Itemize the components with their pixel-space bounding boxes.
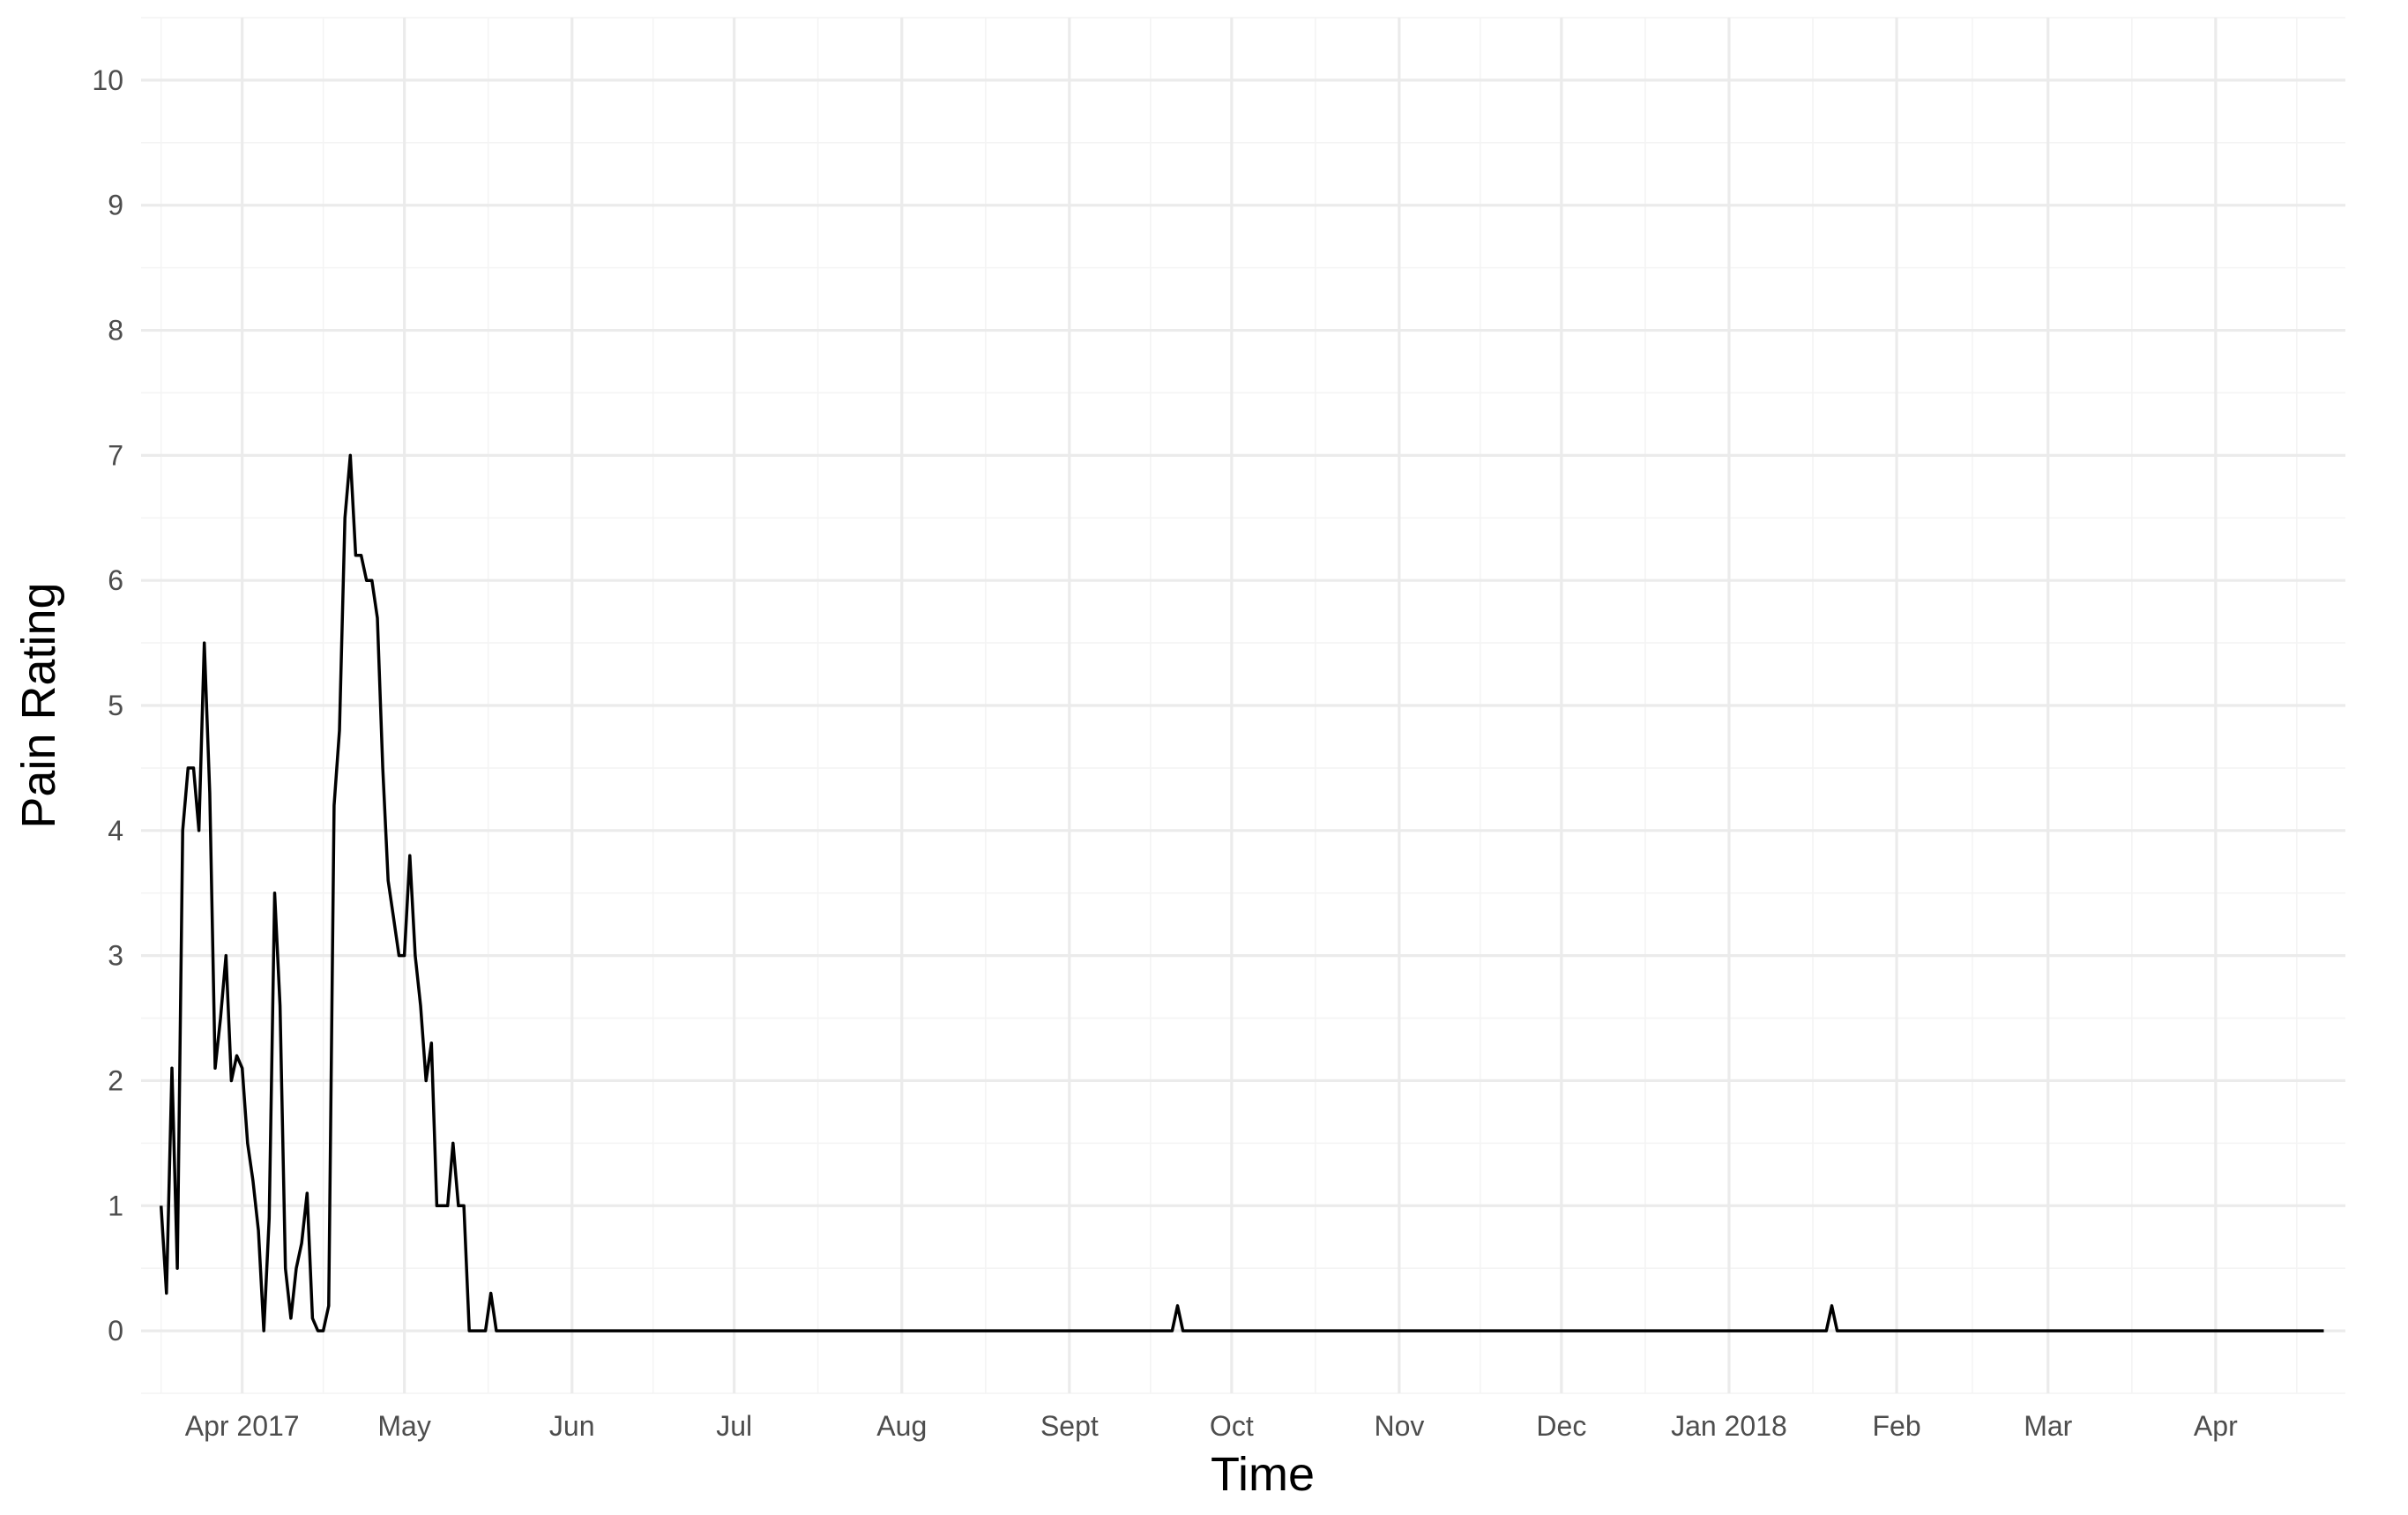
x-tick-label: Mar: [2024, 1410, 2072, 1442]
y-tick-label: 0: [108, 1315, 123, 1347]
y-axis-title: Pain Rating: [12, 582, 65, 828]
y-tick-label: 2: [108, 1064, 123, 1096]
y-tick-label: 9: [108, 190, 123, 221]
x-tick-label: Sept: [1040, 1410, 1099, 1442]
y-tick-label: 3: [108, 940, 123, 972]
x-tick-label: Jul: [716, 1410, 752, 1442]
x-tick-label: Jun: [549, 1410, 595, 1442]
x-tick-label: Apr 2017: [185, 1410, 300, 1442]
y-tick-label: 8: [108, 315, 123, 347]
x-tick-label: Apr: [2194, 1410, 2238, 1442]
series-layer: [159, 453, 2324, 1332]
pain-rating-series-line: [159, 453, 2324, 1332]
x-tick-label: Feb: [1872, 1410, 1920, 1442]
x-tick-label: May: [377, 1410, 430, 1442]
y-tick-label: 5: [108, 690, 123, 721]
y-tick-label: 1: [108, 1190, 123, 1221]
x-tick-label: Jan 2018: [1671, 1410, 1787, 1442]
major-gridlines: [141, 18, 2345, 1393]
x-tick-label: Dec: [1536, 1410, 1586, 1442]
y-tick-label: 7: [108, 439, 123, 471]
y-tick-label: 6: [108, 564, 123, 596]
x-axis-title: Time: [1211, 1448, 1315, 1501]
y-tick-label: 4: [108, 815, 123, 847]
x-axis-tick-labels: Apr 2017 May Jun Jul Aug Sept Oct Nov Dec Jan 201…: [185, 1410, 2238, 1442]
x-tick-label: Aug: [876, 1410, 927, 1442]
x-tick-label: Nov: [1374, 1410, 1424, 1442]
x-tick-label: Oct: [1210, 1410, 1254, 1442]
y-axis-tick-labels: 0 1 2 3 4 5 6 7 8 9 10: [92, 64, 123, 1347]
y-tick-label: 10: [92, 64, 123, 96]
